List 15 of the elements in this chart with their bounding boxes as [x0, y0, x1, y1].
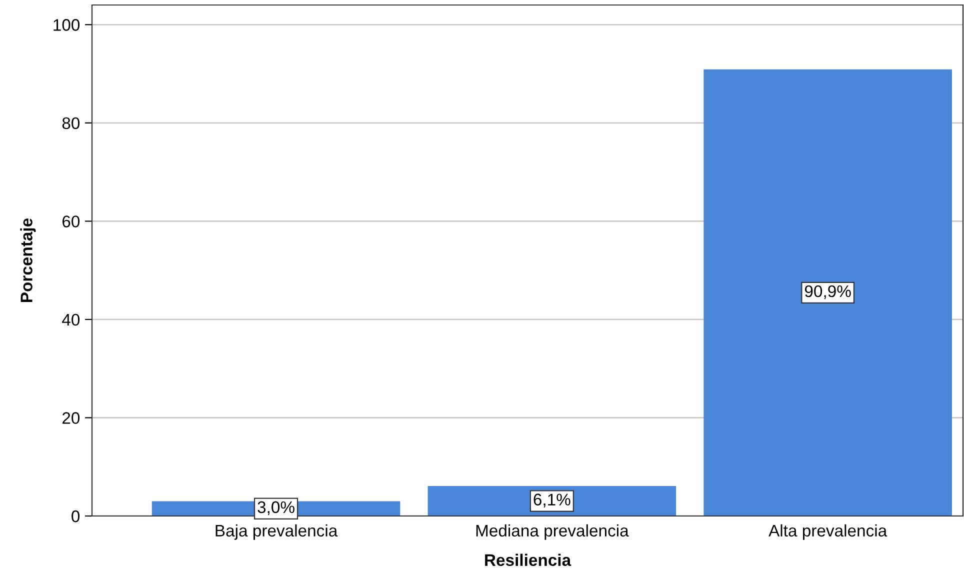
y-tick-label: 100 [54, 19, 80, 31]
y-tick-label: 80 [62, 117, 80, 130]
data-label: 3,0% [258, 501, 294, 516]
y-tick-label: 0 [72, 510, 80, 522]
x-tick-label: Baja prevalencia [216, 524, 338, 540]
data-label: 90,9% [804, 285, 851, 300]
y-axis-title: Porcentaje [20, 218, 36, 302]
x-tick-label: Alta prevalencia [768, 524, 888, 540]
y-tick-label: 60 [62, 216, 80, 228]
y-tick-label: 20 [62, 412, 80, 424]
data-label: 6,1% [534, 494, 570, 508]
x-axis-title: Resiliencia [485, 554, 572, 566]
x-tick-label: Mediana prevalencia [476, 524, 629, 540]
y-tick-label: 40 [62, 314, 80, 326]
bar [704, 69, 952, 516]
